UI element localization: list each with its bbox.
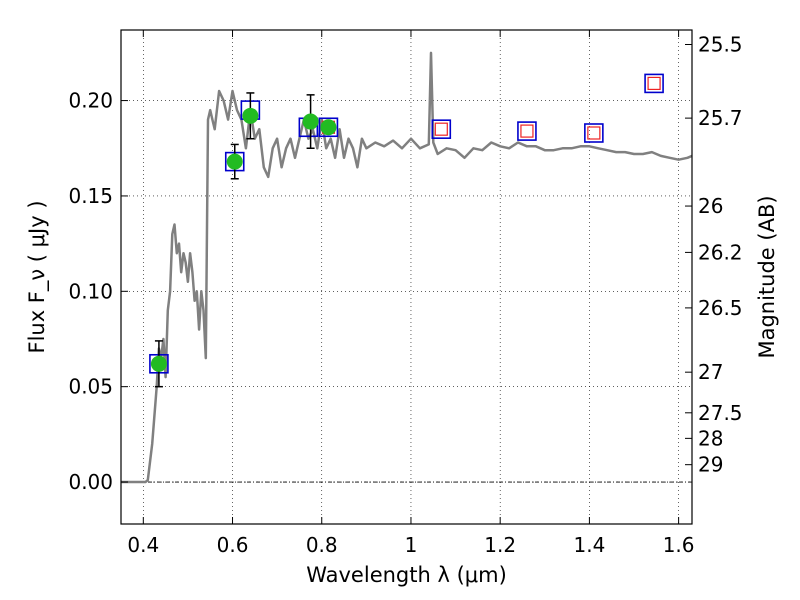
model-square-blue [318,117,339,138]
model-square-blue [517,121,537,141]
observed-point [320,119,337,136]
x-tick-label: 0.8 [306,533,338,557]
x-tick-label: 1 [405,533,418,557]
y-tick-label: 0.20 [68,89,113,113]
x-axis-label: Wavelength λ (μm) [306,563,507,587]
right-y-tick-label: 26.5 [698,296,743,320]
y-tick-label: 0.05 [68,375,113,399]
x-tick-label: 1.2 [484,533,516,557]
right-y-tick-label: 26.2 [698,240,743,264]
x-tick-label: 1.4 [573,533,605,557]
spectrum-line [121,51,693,484]
right-y-tick-label: 26 [698,194,723,218]
ticks: 0.4 0.6 0.8 1 1.2 1.4 1.6 0.00 0.05 0.10 0.15 0.20 2… [68,30,743,557]
plot-frame [120,29,693,525]
grid [121,30,692,524]
model-square-red [520,124,534,138]
x-tick-label: 1.6 [663,533,695,557]
y-axis-label: Flux F_ν ( μJy ) [25,200,50,353]
right-y-axis-label: Magnitude (AB) [755,195,779,358]
x-tick-label: 0.6 [217,533,249,557]
right-y-tick-label: 28 [698,426,723,450]
model-square-blue [584,123,604,143]
right-y-tick-label: 25.5 [698,32,743,56]
observed-point [226,153,243,170]
y-tick-label: 0.15 [68,184,113,208]
observed-point [150,355,167,372]
observed-point [242,107,259,124]
right-y-tick-label: 27 [698,360,723,384]
plot-area [121,51,693,484]
model-square-red [434,122,448,136]
x-tick-label: 0.4 [127,533,159,557]
model-square-blue [644,73,664,94]
right-y-tick-label: 27.5 [698,401,743,425]
right-y-tick-label: 25.7 [698,106,743,130]
y-tick-label: 0.00 [68,470,113,494]
model-square-red [647,76,661,91]
y-tick-label: 0.10 [68,279,113,303]
model-square-blue [431,119,452,139]
right-y-tick-label: 29 [698,453,723,477]
model-square-red [587,126,601,140]
observed-point [302,113,319,130]
